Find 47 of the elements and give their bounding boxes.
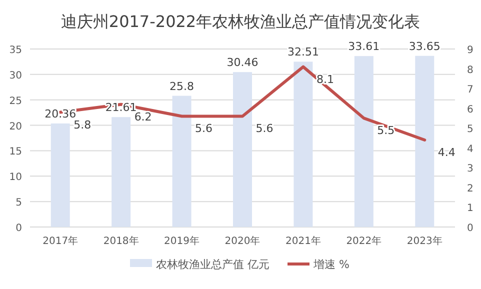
- y2-tick-label: 0: [467, 223, 474, 234]
- y-tick-label: 20: [9, 121, 22, 132]
- data-label: 20.36: [44, 107, 76, 120]
- bar: [50, 123, 70, 227]
- y2-tick-label: 9: [467, 45, 474, 56]
- x-tick-label: 2019年: [164, 235, 200, 247]
- data-label: 33.61: [348, 40, 380, 54]
- data-label: 5.8: [74, 118, 92, 132]
- y-tick-label: 15: [9, 146, 22, 158]
- data-label: 5.5: [377, 124, 395, 138]
- bar: [233, 72, 252, 227]
- y2-tick-label: 3: [467, 164, 474, 175]
- x-tick-label: 2020年: [224, 235, 260, 247]
- y-tick-label: 25: [9, 96, 22, 107]
- y2-tick-label: 8: [467, 64, 474, 76]
- x-tick-label: 2018年: [103, 235, 139, 247]
- bar: [294, 62, 313, 227]
- x-tick-label: 2022年: [346, 235, 382, 247]
- y2-tick-label: 5: [467, 124, 474, 136]
- y-tick-label: 35: [9, 45, 22, 56]
- data-label: 30.46: [226, 56, 258, 70]
- data-label: 32.51: [287, 46, 319, 59]
- data-label: 33.65: [408, 40, 440, 53]
- y2-tick-label: 1: [467, 203, 474, 214]
- x-tick-label: 2023年: [406, 235, 442, 247]
- y-tick-label: 0: [16, 223, 22, 234]
- bar: [112, 117, 131, 227]
- x-tick-label: 2017年: [42, 235, 78, 247]
- legend-label: 增速 %: [312, 258, 350, 271]
- chart-title: 迪庆州2017-2022年农林牧渔业总产值情况变化表: [60, 12, 420, 31]
- data-label: 4.4: [438, 146, 456, 159]
- y2-tick-label: 4: [467, 144, 474, 155]
- data-label: 6.2: [134, 110, 152, 124]
- data-label: 5.6: [195, 122, 213, 136]
- legend-label: 农林牧渔业总产值 亿元: [156, 258, 270, 271]
- data-label: 25.8: [170, 80, 194, 93]
- y2-tick-label: 2: [467, 183, 474, 194]
- bar: [415, 56, 434, 227]
- y-tick-label: 10: [9, 172, 22, 184]
- x-tick-label: 2021年: [285, 235, 321, 247]
- y2-tick-label: 6: [467, 104, 474, 116]
- y-tick-label: 30: [9, 70, 22, 82]
- y-tick-label: 5: [16, 198, 22, 209]
- data-label: 5.6: [256, 122, 274, 136]
- bar: [172, 96, 192, 227]
- y2-tick-label: 7: [467, 84, 474, 96]
- bar: [354, 56, 374, 227]
